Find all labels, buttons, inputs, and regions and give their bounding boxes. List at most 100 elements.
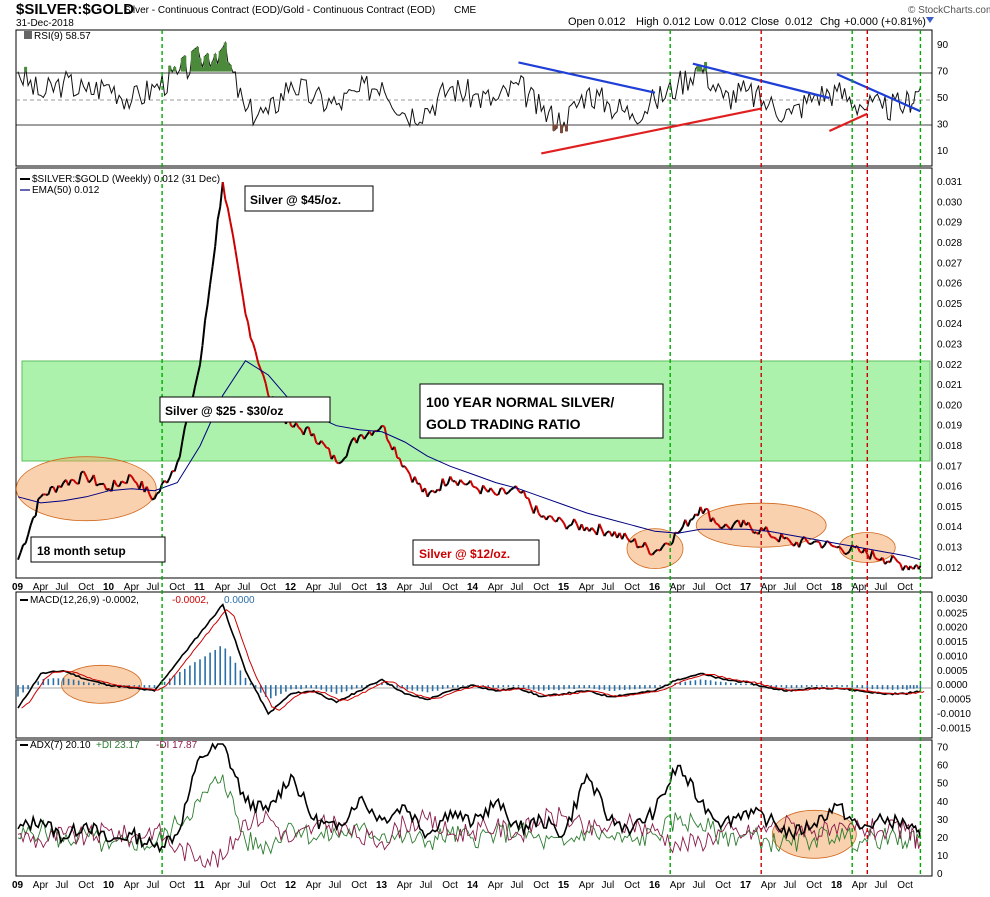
x-tick-bottom: Oct [624,880,640,891]
price-segment [173,462,179,472]
price-segment [535,505,540,514]
x-tick-bottom: Jul [329,880,342,891]
price-segment [753,531,757,534]
x-tick-top: 09 [12,582,24,593]
price-segment [106,487,110,491]
x-tick-top: Jul [602,582,615,593]
x-tick-bottom: Jul [511,880,524,891]
adx-tick: 30 [937,815,949,826]
price-segment [441,478,447,487]
plus-di-label: +DI 23.17 [96,740,140,751]
x-tick-top: 14 [467,582,479,593]
price-segment [201,319,207,346]
price-segment [110,479,116,492]
x-tick-top: Jul [693,582,706,593]
price-segment [130,475,136,482]
price-segment [158,483,164,493]
x-tick-bottom: Jul [784,880,797,891]
rsi-tick: 50 [937,93,949,104]
price-segment [403,465,409,471]
price-segment [558,516,563,521]
price-segment [884,560,889,565]
x-tick-bottom: Apr [670,880,686,891]
price-segment [102,483,108,491]
price-segment [67,479,73,486]
price-segment [320,440,325,445]
rsi-panel-frame [15,29,933,167]
price-segment [671,532,677,543]
price-segment [229,221,234,236]
x-tick-bottom: 09 [12,880,24,891]
price-segment [196,364,201,376]
x-tick-top: Oct [442,582,458,593]
quote-chg: +0.000 (+0.81%) [844,16,926,28]
x-tick-bottom: 14 [467,880,479,891]
price-segment [661,542,666,548]
price-segment [128,473,133,478]
price-segment [336,461,340,465]
x-tick-top: Apr [670,582,686,593]
price-segment [156,491,161,495]
price-segment [626,537,631,543]
price-segment [434,488,439,494]
macd-tick: 0.0020 [937,623,968,634]
price-segment [257,362,262,370]
macd-tick: -0.0015 [937,723,971,734]
price-segment [43,493,47,496]
price-segment [859,550,863,554]
price-tick: 0.024 [937,319,962,330]
price-segment [510,487,514,491]
price-segment [249,337,255,344]
price-segment [606,530,610,534]
price-segment [603,531,608,537]
callout-silver-25: Silver @ $25 - $30/oz [159,396,331,423]
price-segment [378,425,383,430]
quote-high: 0.012 [663,16,691,28]
price-tick: 0.014 [937,522,962,533]
price-segment [788,539,793,545]
price-segment [591,527,596,532]
x-tick-bottom: Jul [420,880,433,891]
x-tick-bottom: Apr [306,880,322,891]
x-tick-bottom: 16 [649,880,661,891]
price-segment [717,524,722,529]
adx-tick: 20 [937,833,949,844]
price-segment [231,234,237,251]
price-segment [125,474,131,484]
x-tick-top: 17 [740,582,752,593]
price-segment [333,454,338,463]
price-segment [811,540,815,545]
price-segment [88,479,93,484]
price-segment [444,483,449,487]
price-segment [133,480,138,485]
x-tick-top: 11 [194,582,205,593]
price-segment [915,564,918,567]
price-segment [307,426,313,437]
price-segment [560,519,565,524]
x-tick-bottom: Oct [533,880,549,891]
rsi-series [17,40,921,134]
x-tick-bottom: Jul [238,880,251,891]
collapse-icon[interactable] [926,17,934,23]
price-segment [290,424,295,429]
macd-tick: 0.0000 [937,680,968,691]
x-tick-top: Apr [306,582,322,593]
legend-ema: EMA(50) 0.012 [32,185,100,196]
x-tick-top: Apr [488,582,504,593]
adx-series [17,742,922,869]
price-segment [199,345,204,365]
price-segment [747,521,753,529]
x-tick-top: Jul [511,582,524,593]
adx-tick: 40 [937,797,949,808]
x-tick-bottom: Jul [56,880,69,891]
price-segment [550,515,555,521]
price-segment [500,487,504,490]
price-segment [767,532,773,538]
price-segment [540,514,545,519]
price-segment [19,544,25,554]
x-tick-bottom: Oct [442,880,458,891]
symbol-description: Silver - Continuous Contract (EOD)/Gold … [124,5,435,16]
price-segment [725,523,730,528]
price-segment [720,526,724,530]
